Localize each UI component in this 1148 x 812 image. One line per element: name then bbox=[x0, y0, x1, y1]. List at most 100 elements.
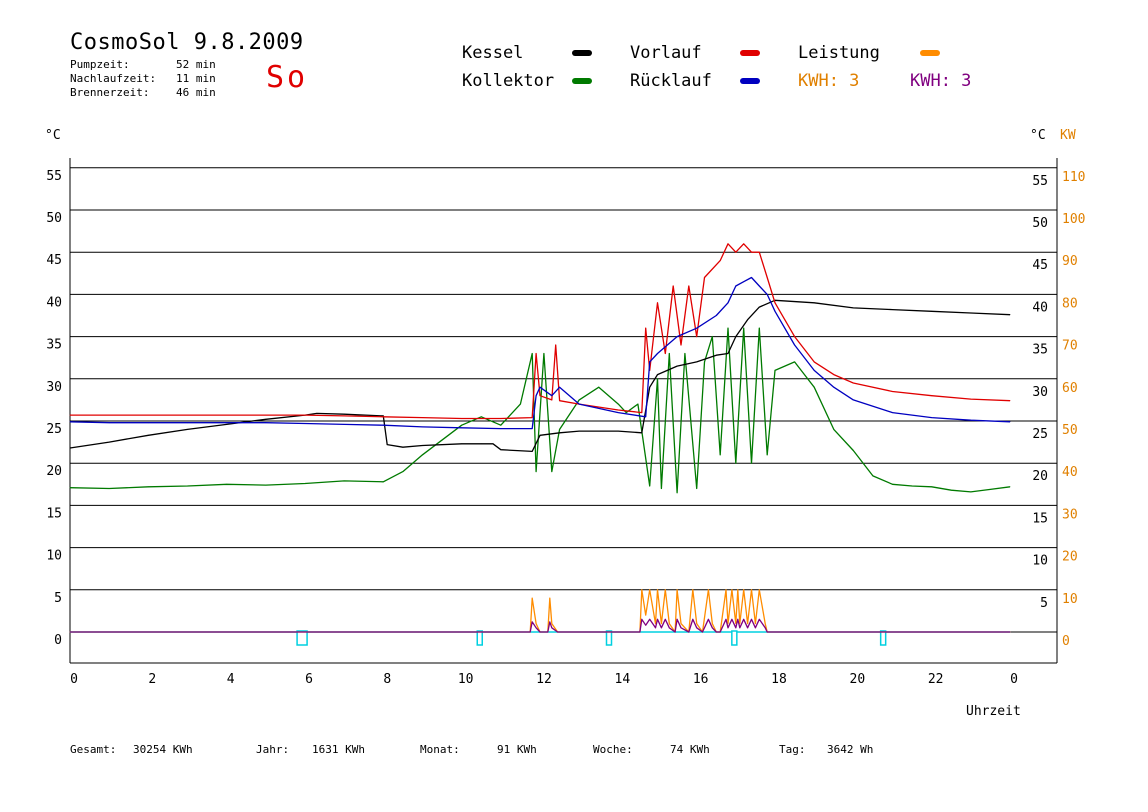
point-kwh-37 bbox=[751, 618, 752, 620]
point-kollektor-47 bbox=[892, 483, 893, 485]
point-kollektor-6 bbox=[304, 483, 306, 484]
info-label-nachlaufzeit: Nachlaufzeit: bbox=[70, 72, 157, 85]
x-tick-11: 22 bbox=[928, 672, 944, 687]
x-tick-6: 12 bbox=[536, 672, 552, 687]
point-vorlauf-8 bbox=[382, 416, 384, 418]
point-kwh-31 bbox=[731, 618, 733, 620]
y-tick-left-30: 30 bbox=[46, 380, 62, 395]
point-kwh-12 bbox=[649, 618, 651, 620]
point-kwh-8 bbox=[557, 631, 558, 633]
x-tick-3: 6 bbox=[305, 672, 313, 687]
point-kollektor-40 bbox=[766, 454, 768, 456]
point-ruecklauf-37 bbox=[931, 417, 933, 418]
point-leistung-6 bbox=[549, 597, 551, 599]
point-kessel-8 bbox=[343, 413, 345, 415]
point-vorlauf-20 bbox=[641, 412, 643, 413]
point-kwh-25 bbox=[708, 618, 709, 620]
point-kollektor-16 bbox=[535, 471, 537, 472]
point-vorlauf-17 bbox=[559, 400, 560, 402]
point-kwh-28 bbox=[719, 631, 721, 633]
point-kwh-19 bbox=[676, 618, 678, 620]
y2-tick-30: 30 bbox=[1062, 507, 1078, 522]
point-kwh-34 bbox=[739, 627, 741, 629]
point-vorlauf-44 bbox=[970, 398, 972, 400]
series-line-leistung bbox=[70, 589, 1010, 633]
point-kollektor-11 bbox=[461, 424, 463, 426]
point-leistung-38 bbox=[755, 623, 756, 624]
point-kollektor-7 bbox=[343, 480, 345, 482]
point-kessel-35 bbox=[892, 309, 893, 310]
y-tick-left-10: 10 bbox=[46, 549, 62, 564]
point-ruecklauf-38 bbox=[970, 419, 972, 421]
point-kollektor-39 bbox=[758, 327, 760, 329]
point-vorlauf-25 bbox=[672, 285, 674, 287]
point-ruecklauf-27 bbox=[743, 281, 745, 283]
y-tick-left-5: 5 bbox=[54, 591, 62, 606]
point-kwh-33 bbox=[737, 618, 739, 620]
point-kollektor-52 bbox=[990, 489, 991, 490]
point-vorlauf-29 bbox=[704, 277, 705, 278]
y2-tick-10: 10 bbox=[1062, 592, 1078, 607]
y2-tick-70: 70 bbox=[1062, 339, 1078, 354]
point-leistung-29 bbox=[725, 589, 727, 591]
point-leistung-22 bbox=[692, 589, 694, 591]
legend-ruecklauf-label: Rücklauf bbox=[630, 71, 712, 91]
point-kwh-1 bbox=[529, 631, 531, 633]
point-kollektor-28 bbox=[668, 353, 670, 354]
point-leistung-16 bbox=[664, 589, 666, 591]
info-label-pumpzeit: Pumpzeit: bbox=[70, 58, 130, 71]
point-kollektor-30 bbox=[684, 353, 686, 354]
footer-jahr-label: Jahr: bbox=[256, 743, 290, 756]
point-kwh-16 bbox=[664, 618, 666, 620]
point-kwh-36 bbox=[747, 627, 748, 629]
point-kessel-10 bbox=[386, 444, 388, 445]
point-kwh-2 bbox=[531, 621, 533, 623]
point-leistung-23 bbox=[696, 623, 698, 624]
point-kessel-22 bbox=[641, 432, 643, 434]
point-leistung-15 bbox=[661, 623, 662, 624]
point-kessel-3 bbox=[187, 429, 188, 430]
point-kollektor-32 bbox=[704, 361, 705, 363]
point-kessel-36 bbox=[931, 310, 933, 312]
footer-tag-label: Tag: bbox=[779, 743, 806, 756]
point-vorlauf-6 bbox=[304, 414, 306, 416]
point-ruecklauf-16 bbox=[559, 386, 560, 388]
point-kollektor-23 bbox=[625, 412, 627, 413]
x-axis-label: Uhrzeit bbox=[966, 704, 1021, 719]
point-vorlauf-2 bbox=[147, 414, 149, 416]
point-ruecklauf-1 bbox=[108, 422, 110, 424]
point-kwh-5 bbox=[547, 631, 549, 633]
point-kwh-35 bbox=[743, 618, 745, 620]
y2-axis-label: KW bbox=[1060, 128, 1076, 143]
point-kwh-0 bbox=[69, 631, 71, 633]
point-kollektor-15 bbox=[531, 353, 533, 354]
x-tick-1: 2 bbox=[148, 672, 156, 687]
point-kollektor-12 bbox=[480, 416, 482, 418]
chart-grid bbox=[70, 167, 1057, 591]
point-kessel-25 bbox=[676, 365, 678, 367]
point-ruecklauf-17 bbox=[578, 403, 580, 405]
series-line-kwh bbox=[70, 618, 1010, 633]
point-kwh-14 bbox=[657, 618, 658, 620]
x-tick-8: 16 bbox=[693, 672, 709, 687]
point-vorlauf-38 bbox=[794, 336, 795, 337]
y-tick-right-15: 15 bbox=[1032, 511, 1048, 526]
point-kollektor-43 bbox=[813, 386, 815, 388]
point-kessel-21 bbox=[617, 430, 619, 432]
chart-axes bbox=[69, 158, 1058, 664]
point-ruecklauf-10 bbox=[461, 427, 463, 429]
point-vorlauf-12 bbox=[531, 417, 533, 418]
point-kessel-26 bbox=[696, 361, 698, 363]
x-tick-9: 18 bbox=[771, 672, 787, 687]
point-kwh-32 bbox=[735, 627, 737, 629]
y-tick-left-45: 45 bbox=[46, 253, 62, 268]
y-tick-left-25: 25 bbox=[46, 422, 62, 437]
point-kessel-4 bbox=[226, 424, 228, 425]
point-ruecklauf-8 bbox=[382, 424, 384, 426]
point-kollektor-2 bbox=[147, 486, 149, 488]
point-vorlauf-7 bbox=[343, 415, 345, 417]
point-kessel-7 bbox=[316, 413, 318, 414]
point-vorlauf-24 bbox=[664, 353, 666, 354]
point-leistung-14 bbox=[657, 589, 658, 591]
footer-tag-value: 3642 Wh bbox=[827, 743, 874, 756]
